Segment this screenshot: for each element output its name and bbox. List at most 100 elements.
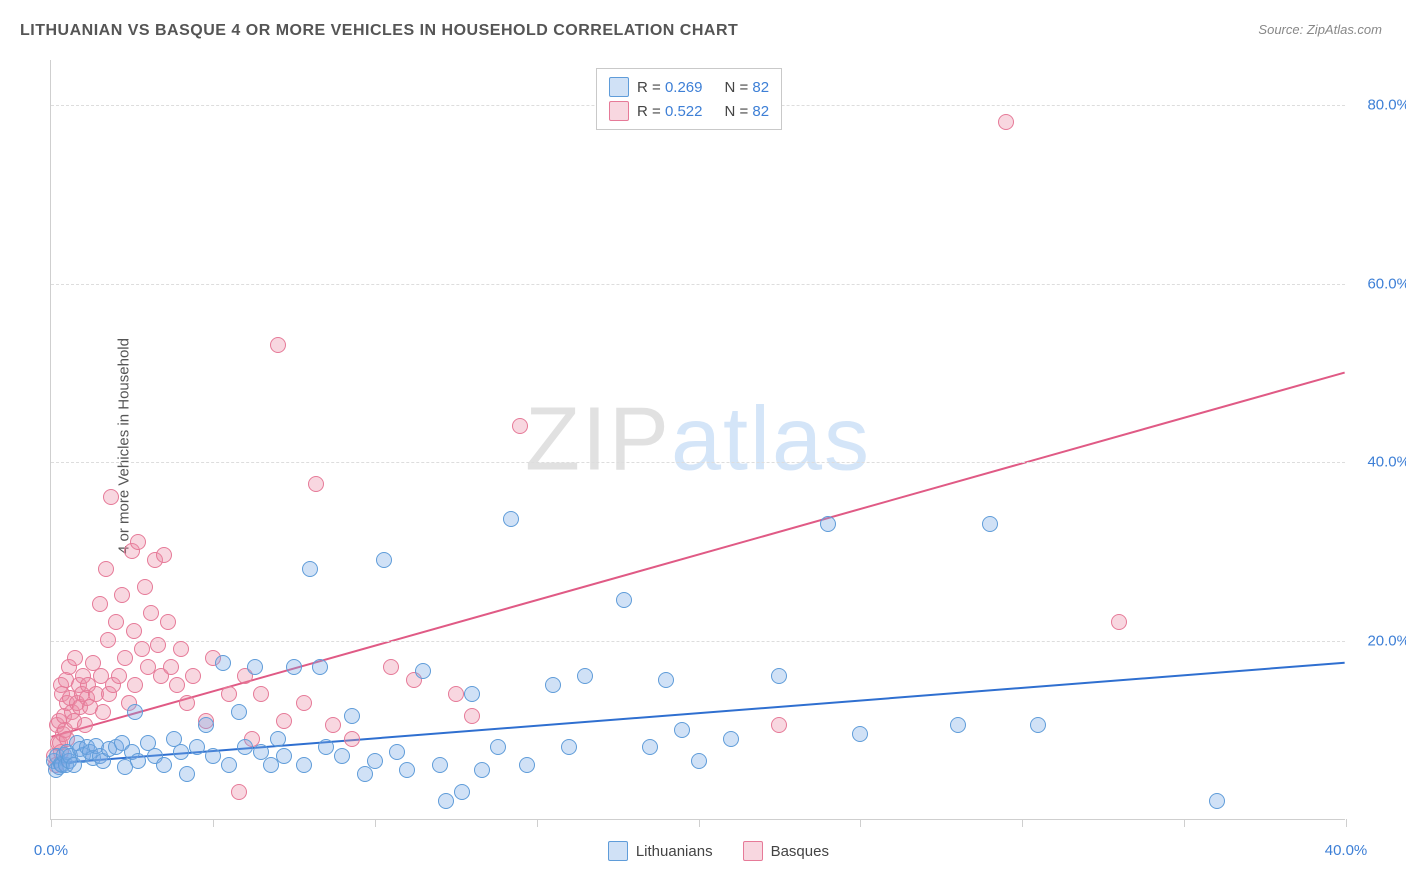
scatter-point-basques	[130, 534, 146, 550]
scatter-point-lithuanians	[674, 722, 690, 738]
scatter-point-lithuanians	[302, 561, 318, 577]
scatter-point-basques	[117, 650, 133, 666]
scatter-point-lithuanians	[312, 659, 328, 675]
regression-lines-svg	[51, 60, 1345, 819]
scatter-point-basques	[143, 605, 159, 621]
scatter-point-lithuanians	[156, 757, 172, 773]
scatter-point-basques	[998, 114, 1014, 130]
scatter-point-basques	[127, 677, 143, 693]
scatter-point-lithuanians	[344, 708, 360, 724]
scatter-point-lithuanians	[616, 592, 632, 608]
scatter-point-basques	[92, 596, 108, 612]
gridline-h	[51, 462, 1345, 463]
scatter-point-basques	[126, 623, 142, 639]
legend-swatch-lithuanians	[608, 841, 628, 861]
scatter-point-basques	[308, 476, 324, 492]
legend-series: Lithuanians Basques	[608, 841, 829, 861]
scatter-point-lithuanians	[189, 739, 205, 755]
scatter-point-basques	[448, 686, 464, 702]
scatter-point-lithuanians	[198, 717, 214, 733]
x-tick	[1184, 819, 1185, 827]
scatter-point-basques	[111, 668, 127, 684]
scatter-point-basques	[137, 579, 153, 595]
scatter-point-basques	[67, 650, 83, 666]
y-tick-label: 40.0%	[1350, 454, 1406, 471]
scatter-point-lithuanians	[247, 659, 263, 675]
scatter-point-lithuanians	[415, 663, 431, 679]
scatter-point-lithuanians	[357, 766, 373, 782]
legend-r-lithuanians: R = 0.269	[637, 79, 702, 96]
source-value: ZipAtlas.com	[1307, 22, 1382, 37]
x-tick	[860, 819, 861, 827]
source-label: Source:	[1258, 22, 1303, 37]
watermark-part2: atlas	[671, 389, 871, 489]
scatter-point-lithuanians	[432, 757, 448, 773]
scatter-point-lithuanians	[296, 757, 312, 773]
scatter-point-lithuanians	[490, 739, 506, 755]
scatter-point-basques	[150, 637, 166, 653]
legend-swatch-basques	[609, 101, 629, 121]
scatter-point-basques	[231, 784, 247, 800]
scatter-point-lithuanians	[286, 659, 302, 675]
scatter-point-basques	[169, 677, 185, 693]
legend-item-basques: Basques	[743, 841, 829, 861]
scatter-point-basques	[325, 717, 341, 733]
scatter-point-basques	[464, 708, 480, 724]
scatter-point-basques	[103, 489, 119, 505]
legend-r-basques: R = 0.522	[637, 103, 702, 120]
scatter-point-basques	[383, 659, 399, 675]
legend-item-lithuanians: Lithuanians	[608, 841, 713, 861]
scatter-point-lithuanians	[231, 704, 247, 720]
scatter-point-basques	[253, 686, 269, 702]
scatter-point-lithuanians	[237, 739, 253, 755]
scatter-point-lithuanians	[205, 748, 221, 764]
legend-label-lithuanians: Lithuanians	[636, 843, 713, 860]
scatter-point-lithuanians	[221, 757, 237, 773]
scatter-point-basques	[1111, 614, 1127, 630]
legend-swatch-basques	[743, 841, 763, 861]
legend-swatch-lithuanians	[609, 77, 629, 97]
legend-label-basques: Basques	[771, 843, 829, 860]
scatter-point-lithuanians	[658, 672, 674, 688]
x-tick	[699, 819, 700, 827]
scatter-point-lithuanians	[852, 726, 868, 742]
scatter-point-lithuanians	[723, 731, 739, 747]
scatter-point-lithuanians	[1209, 793, 1225, 809]
scatter-point-lithuanians	[334, 748, 350, 764]
gridline-h	[51, 284, 1345, 285]
chart-title: LITHUANIAN VS BASQUE 4 OR MORE VEHICLES …	[20, 22, 738, 40]
x-tick	[213, 819, 214, 827]
scatter-point-lithuanians	[474, 762, 490, 778]
legend-n-basques: N = 82	[724, 103, 769, 120]
scatter-point-lithuanians	[454, 784, 470, 800]
scatter-point-lithuanians	[127, 704, 143, 720]
scatter-point-basques	[134, 641, 150, 657]
x-tick	[375, 819, 376, 827]
scatter-plot-area: ZIPatlas 20.0%40.0%60.0%80.0%0.0%40.0%R …	[50, 60, 1345, 820]
scatter-point-lithuanians	[561, 739, 577, 755]
scatter-point-lithuanians	[545, 677, 561, 693]
scatter-point-basques	[221, 686, 237, 702]
scatter-point-lithuanians	[173, 744, 189, 760]
scatter-point-lithuanians	[691, 753, 707, 769]
scatter-point-lithuanians	[577, 668, 593, 684]
scatter-point-lithuanians	[820, 516, 836, 532]
scatter-point-lithuanians	[215, 655, 231, 671]
legend-correlation: R = 0.269 N = 82R = 0.522 N = 82	[596, 68, 782, 130]
scatter-point-basques	[77, 717, 93, 733]
watermark: ZIPatlas	[525, 388, 871, 491]
legend-row-basques: R = 0.522 N = 82	[609, 99, 769, 123]
scatter-point-lithuanians	[464, 686, 480, 702]
scatter-point-basques	[163, 659, 179, 675]
scatter-point-basques	[160, 614, 176, 630]
x-tick-label: 40.0%	[1325, 842, 1368, 859]
scatter-point-lithuanians	[519, 757, 535, 773]
x-tick	[537, 819, 538, 827]
scatter-point-lithuanians	[130, 753, 146, 769]
x-tick-label: 0.0%	[34, 842, 68, 859]
scatter-point-basques	[173, 641, 189, 657]
scatter-point-lithuanians	[771, 668, 787, 684]
scatter-point-lithuanians	[318, 739, 334, 755]
scatter-point-basques	[100, 632, 116, 648]
scatter-point-basques	[296, 695, 312, 711]
